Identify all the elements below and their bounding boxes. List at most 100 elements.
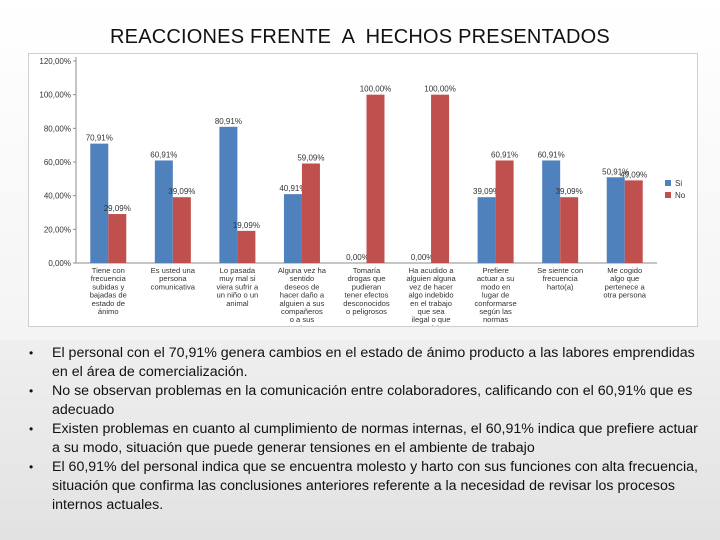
category-label: Me cogido algo que pertenece a otra persona — [603, 266, 646, 300]
y-tick-label: 20,00% — [44, 225, 71, 234]
bar-si — [283, 194, 302, 263]
data-label: 49,09% — [620, 170, 647, 179]
category-label-line: pudieran — [352, 282, 382, 291]
data-label: 39,09% — [556, 187, 583, 196]
category-label-line: Es usted una — [151, 266, 196, 275]
category-label-line: amigos — [290, 323, 315, 326]
category-label-line: otra persona — [603, 291, 646, 300]
data-label: 29,09% — [104, 204, 131, 213]
category-label-line: lugar de — [482, 291, 509, 300]
category-label-line: sentido — [290, 274, 315, 283]
category-label-line: harto(a) — [547, 282, 574, 291]
category-label-line: vez de hacer — [409, 282, 453, 291]
category-label-line: normas — [483, 315, 509, 324]
bar-no — [301, 163, 320, 263]
category-label-line: ánimo — [98, 307, 119, 316]
data-label: 80,91% — [215, 117, 242, 126]
category-label-line: Prefiere — [482, 266, 509, 275]
bullet-marker: • — [29, 346, 34, 360]
finding-item: • Existen problemas en cuanto al cumplimi… — [26, 420, 698, 458]
category-label-line: viera sufrir a — [216, 282, 259, 291]
category-label-line: que sea — [418, 307, 446, 316]
category-label-line: o peligrosos — [346, 307, 387, 316]
category-label: Prefiere actuar a su modo en lugar de confor… — [475, 266, 517, 324]
category-label-line: algo indebido — [408, 291, 453, 300]
category-label-line: Lo pasada — [220, 266, 256, 275]
data-label: 60,91% — [538, 150, 565, 159]
finding-text: Existen problemas en cuanto al cumplimie… — [52, 421, 698, 456]
bar-si — [606, 177, 625, 263]
data-label: 60,91% — [150, 150, 177, 159]
category-label-line: drogas que — [348, 274, 386, 283]
finding-text: El 60,91% del personal indica que se enc… — [52, 459, 698, 513]
y-tick-label: 0,00% — [48, 259, 71, 268]
finding-item: • El 60,91% del personal indica que se en… — [26, 458, 698, 515]
category-label-line: desconocidos — [343, 299, 390, 308]
data-label: 100,00% — [360, 85, 392, 94]
data-label: 40,91% — [279, 184, 306, 193]
data-label: 59,09% — [297, 154, 324, 163]
data-label: 19,09% — [233, 221, 260, 230]
category-label-line: según las — [479, 307, 512, 316]
category-label-line: conformarse — [475, 299, 517, 308]
data-label: 39,09% — [168, 187, 195, 196]
bullet-marker: • — [29, 384, 34, 398]
category-label-line: Alguna vez ha — [278, 266, 327, 275]
category-label-line: un niño o un — [216, 291, 258, 300]
category-label-line: frecuencia — [91, 274, 127, 283]
category-label-line: ilegal o que — [412, 315, 451, 324]
category-label-line: Me cogido — [607, 266, 642, 275]
legend-label-no: No — [675, 191, 686, 200]
finding-text: No se observan problemas en la comunicac… — [52, 383, 693, 418]
y-tick-label: 40,00% — [44, 192, 71, 201]
category-label: Lo pasada muy mal si viera sufrir a un niño… — [216, 266, 259, 308]
bar-chart: 0,00% 20,00% 40,00% 60,00% 80,00% 100,00% 120,… — [39, 57, 686, 326]
category-label-line: actuar a su — [477, 274, 515, 283]
bar-si — [477, 197, 496, 263]
category-label-line: frecuencia — [543, 274, 579, 283]
category-label: Tomaría drogas que pudieran tener efectos de… — [343, 266, 390, 316]
bar-no — [560, 197, 579, 263]
category-label: Alguna vez ha sentido deseos de hacer daño … — [278, 266, 327, 326]
legend-swatch-no — [665, 192, 671, 198]
category-label-line: tener efectos — [345, 291, 389, 300]
category-label: Ha acudido a alguien alguna vez de hacer al… — [406, 266, 456, 326]
finding-item: • El personal con el 70,91% genera cambio… — [26, 344, 698, 382]
bar-no — [108, 214, 127, 263]
category-label-line: deseos de — [284, 282, 319, 291]
category-label-line: Ha acudido a — [409, 266, 455, 275]
slide-title: REACCIONES FRENTE A HECHOS PRESENTADOS — [110, 26, 610, 48]
bar-no — [172, 197, 191, 263]
category-label-line: alguien a sus — [280, 299, 325, 308]
category-label-line: subidas y — [92, 282, 124, 291]
bar-no — [366, 94, 385, 263]
category-label-line: Se siente con — [537, 266, 583, 275]
category-label-line: compañeros — [281, 307, 323, 316]
bar-no — [237, 230, 256, 263]
bar-si — [219, 126, 238, 263]
category-label: Se siente con frecuencia harto(a) — [537, 266, 583, 291]
y-tick-label: 120,00% — [39, 57, 71, 66]
finding-text: El personal con el 70,91% genera cambios… — [52, 345, 695, 380]
y-tick-label: 80,00% — [44, 124, 71, 133]
category-label-line: comunicativa — [151, 282, 196, 291]
category-label-line: algo que — [610, 274, 639, 283]
category-label-line: Tiene con — [92, 266, 125, 275]
bar-si — [542, 160, 561, 263]
slide-background-bottom — [0, 340, 720, 540]
bar-no — [495, 160, 514, 263]
category-label-line: estado de — [92, 299, 125, 308]
bar-chart-frame: 0,00% 20,00% 40,00% 60,00% 80,00% 100,00% 120,… — [28, 53, 698, 327]
category-label-line: persona — [159, 274, 187, 283]
data-label: 100,00% — [424, 85, 456, 94]
category-label-line: modo en — [481, 282, 511, 291]
bullet-marker: • — [29, 460, 34, 474]
data-label: 70,91% — [86, 134, 113, 143]
category-label-line: animal — [226, 299, 249, 308]
findings-list: • El personal con el 70,91% genera cambio… — [26, 344, 698, 515]
y-tick-label: 100,00% — [39, 91, 71, 100]
category-label-line: no quisiera — [412, 323, 450, 326]
data-label: 39,09% — [473, 187, 500, 196]
bullet-marker: • — [29, 422, 34, 436]
category-label-line: bajadas de — [90, 291, 127, 300]
